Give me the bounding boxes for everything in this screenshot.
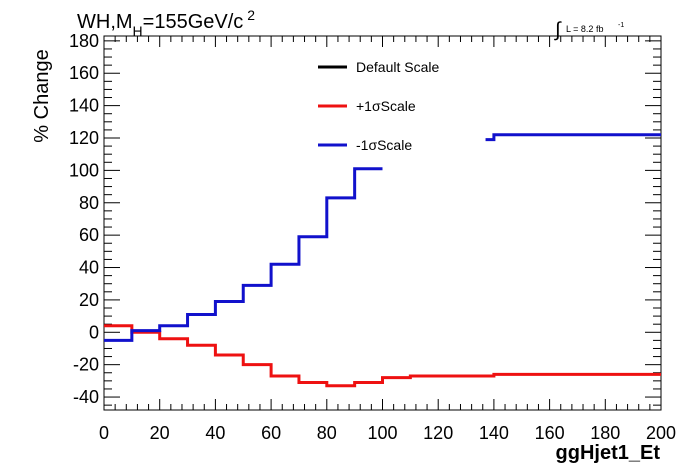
chart-title-subscript: H [133,23,143,39]
x-tick-label: 160 [535,423,565,443]
y-tick-label: 120 [69,128,99,148]
y-tick-label: -20 [73,355,99,375]
x-tick-label: 20 [150,423,170,443]
x-tick-label: 140 [479,423,509,443]
y-tick-label: 0 [89,322,99,342]
x-tick-label: 80 [317,423,337,443]
series-line-1-scale-1 [104,167,383,342]
x-tick-label: 120 [423,423,453,443]
y-tick-label: 160 [69,63,99,83]
series-line-1-scale-2 [485,133,661,142]
x-tick-label: 200 [646,423,676,443]
series-line-1-scale-1 [104,324,661,388]
y-tick-label: 20 [79,290,99,310]
y-tick-label: 140 [69,96,99,116]
y-tick-label: -40 [73,387,99,407]
legend-label-1-scale: -1σScale [356,137,412,153]
luminosity-superscript: -1 [618,22,624,29]
axis-ticks: 0 20 40 60 80 100 120 140 160 180 200 -40 -20 0 20 40 60… [69,31,676,443]
x-tick-label: 0 [99,423,109,443]
x-axis-label: ggHjet1_Et [556,442,661,464]
y-tick-label: 80 [79,193,99,213]
legend: Default Scale +1σScale -1σScale [318,59,439,153]
x-tick-label: 180 [590,423,620,443]
legend-label-1-scale: +1σScale [356,98,416,114]
luminosity-label: L = 8.2 fb [566,24,603,34]
y-axis-label: % Change [31,49,53,142]
x-tick-label: 100 [367,423,397,443]
legend-label-default-scale: Default Scale [356,59,439,75]
y-tick-label: 40 [79,258,99,278]
series-layer [104,133,661,388]
integral-symbol: ∫ [554,19,562,41]
chart-title-value: =155GeV/c [143,11,244,33]
x-tick-label: 40 [205,423,225,443]
x-tick-label: 60 [261,423,281,443]
y-tick-label: 60 [79,225,99,245]
chart-title-prefix: WH,M [77,11,133,33]
chart-title: WH,MH=155GeV/c 2 [77,7,255,39]
y-tick-label: 180 [69,31,99,51]
chart-title-superscript: 2 [247,7,255,23]
y-tick-label: 100 [69,160,99,180]
